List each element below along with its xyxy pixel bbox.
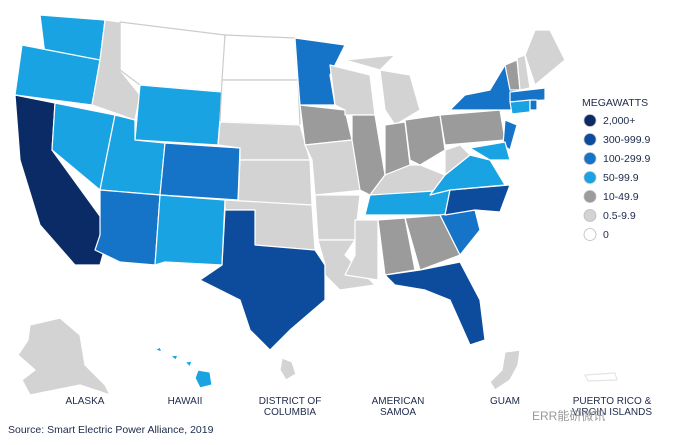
territory-label: DISTRICT OF [259, 396, 322, 407]
legend-label: 300-999.9 [603, 134, 650, 146]
territory-label: AMERICAN [372, 396, 425, 407]
region [219, 79, 301, 126]
source: Source: Smart Electric Power Alliance, 2… [8, 424, 214, 436]
region [314, 194, 361, 241]
legend-swatch [583, 209, 597, 222]
legend: MEGAWATTS 2,000+ 300-999.9 100-299.9 50-99.9… [582, 97, 650, 241]
region [344, 219, 379, 281]
region [444, 184, 511, 216]
region [119, 21, 226, 93]
region [221, 34, 299, 81]
region [94, 189, 161, 266]
region [524, 29, 566, 86]
region [194, 369, 213, 389]
region [502, 119, 518, 151]
territory-label: COLUMBIA [264, 407, 317, 418]
region [237, 159, 313, 206]
region [439, 109, 506, 146]
legend-swatch [583, 190, 597, 203]
region [344, 54, 396, 71]
region [154, 346, 163, 353]
territory-label: HAWAII [168, 396, 203, 407]
region [379, 69, 421, 126]
territory-label: ALASKA [66, 396, 105, 407]
legend-swatch [583, 171, 597, 184]
region [516, 54, 531, 91]
region [469, 141, 511, 161]
territory-label: GUAM [490, 396, 520, 407]
region [529, 99, 538, 111]
legend-label: 2,000+ [603, 115, 635, 127]
watermark: ERR能研微讯 [532, 409, 605, 423]
legend-swatch [583, 152, 597, 165]
region [134, 84, 223, 146]
region [199, 209, 326, 351]
region [329, 64, 376, 116]
region [304, 139, 366, 196]
region [444, 144, 471, 176]
legend-label: 0 [603, 229, 609, 241]
region [584, 372, 618, 382]
states [14, 14, 618, 396]
territory-label: VIRGIN ISLANDS [572, 407, 652, 418]
region [404, 114, 446, 166]
legend-title: MEGAWATTS [582, 97, 648, 109]
legend-swatch [583, 133, 597, 146]
legend-label: 100-299.9 [603, 153, 650, 165]
region [279, 357, 297, 381]
legend-swatch [583, 228, 597, 241]
region [17, 317, 111, 396]
legend-swatch [583, 114, 597, 127]
legend-label: 50-99.9 [603, 172, 639, 184]
territory-label: PUERTO RICO & [573, 396, 652, 407]
region [509, 87, 546, 103]
legend-label: 0.5-9.9 [603, 210, 636, 222]
region [159, 142, 241, 201]
region [384, 261, 486, 346]
region [154, 194, 226, 266]
region [184, 360, 193, 368]
territory-label: SAMOA [380, 407, 416, 418]
region [377, 217, 416, 276]
region [509, 99, 531, 115]
legend-label: 10-49.9 [603, 191, 639, 203]
region [299, 104, 353, 146]
region [489, 349, 521, 391]
region [169, 354, 179, 361]
